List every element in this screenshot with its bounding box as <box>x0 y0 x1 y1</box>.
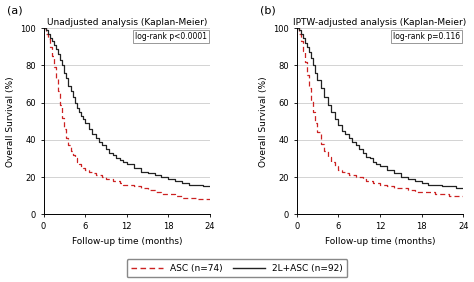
X-axis label: Follow-up time (months): Follow-up time (months) <box>325 237 435 246</box>
Y-axis label: Overall Survival (%): Overall Survival (%) <box>6 76 15 167</box>
Legend: ASC (n=74), 2L+ASC (n=92): ASC (n=74), 2L+ASC (n=92) <box>127 259 347 277</box>
Text: (a): (a) <box>7 6 22 16</box>
Title: IPTW-adjusted analysis (Kaplan-Meier): IPTW-adjusted analysis (Kaplan-Meier) <box>293 18 466 27</box>
Title: Unadjusted analysis (Kaplan-Meier): Unadjusted analysis (Kaplan-Meier) <box>46 18 207 27</box>
X-axis label: Follow-up time (months): Follow-up time (months) <box>72 237 182 246</box>
Text: log-rank p<0.0001: log-rank p<0.0001 <box>135 32 207 41</box>
Text: log-rank p=0.116: log-rank p=0.116 <box>393 32 460 41</box>
Y-axis label: Overall Survival (%): Overall Survival (%) <box>259 76 268 167</box>
Text: (b): (b) <box>260 6 276 16</box>
